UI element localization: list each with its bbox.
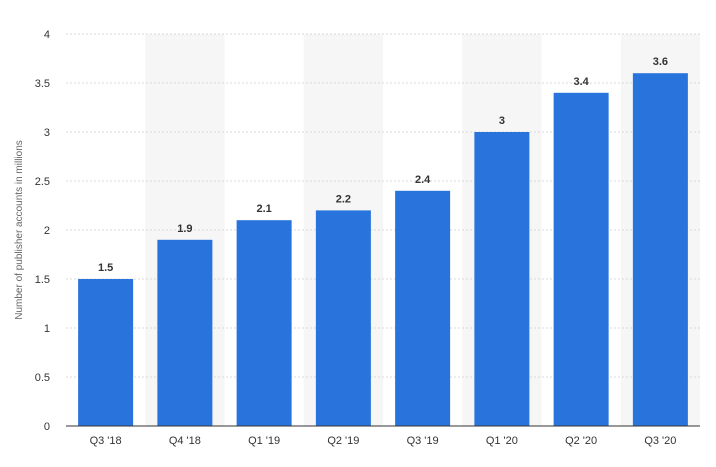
y-tick-label: 2 bbox=[44, 225, 50, 237]
bar-value-label: 3.4 bbox=[573, 76, 589, 88]
x-tick-label: Q1 '20 bbox=[486, 435, 518, 447]
x-tick-label: Q3 '19 bbox=[407, 435, 439, 447]
y-tick-label: 3 bbox=[44, 127, 50, 139]
bar[interactable] bbox=[236, 220, 292, 426]
bar-value-label: 1.5 bbox=[98, 262, 113, 274]
x-tick-label: Q1 '19 bbox=[248, 435, 280, 447]
bar-value-label: 2.1 bbox=[256, 203, 271, 215]
bar[interactable] bbox=[78, 279, 134, 426]
x-axis-ticks: Q3 '18 Q4 '18 Q1 '19 Q2 '19 Q3 '19 Q1 '20 Q2 '… bbox=[90, 435, 677, 447]
bar[interactable] bbox=[553, 92, 609, 427]
x-tick-label: Q4 '18 bbox=[169, 435, 201, 447]
bar-value-labels: 1.5 1.9 2.1 2.2 2.4 3 3.4 3.6 bbox=[98, 56, 668, 274]
bar-value-label: 2.2 bbox=[336, 193, 351, 205]
x-tick-label: Q3 '20 bbox=[644, 435, 676, 447]
bar[interactable] bbox=[157, 239, 213, 426]
x-tick-label: Q2 '19 bbox=[327, 435, 359, 447]
bar-value-label: 3.6 bbox=[653, 56, 668, 68]
y-axis-ticks: 0 0.5 1 1.5 2 2.5 3 3.5 4 bbox=[35, 29, 50, 433]
y-tick-label: 2.5 bbox=[35, 176, 50, 188]
bar[interactable] bbox=[632, 73, 688, 426]
y-tick-label: 0.5 bbox=[35, 372, 50, 384]
bar[interactable] bbox=[395, 190, 451, 426]
bar-value-label: 3 bbox=[499, 115, 505, 127]
bars bbox=[78, 73, 688, 427]
bar[interactable] bbox=[315, 210, 371, 426]
x-tick-label: Q2 '20 bbox=[565, 435, 597, 447]
y-tick-label: 1.5 bbox=[35, 274, 50, 286]
y-tick-label: 0 bbox=[44, 421, 50, 433]
y-axis-label: Number of publisher accounts in millions bbox=[14, 140, 25, 320]
y-tick-label: 3.5 bbox=[35, 78, 50, 90]
y-tick-label: 1 bbox=[44, 323, 50, 335]
x-tick-label: Q3 '18 bbox=[90, 435, 122, 447]
y-tick-label: 4 bbox=[44, 29, 50, 41]
bar-value-label: 1.9 bbox=[177, 223, 192, 235]
bar-value-label: 2.4 bbox=[415, 174, 431, 186]
bar[interactable] bbox=[474, 132, 530, 426]
